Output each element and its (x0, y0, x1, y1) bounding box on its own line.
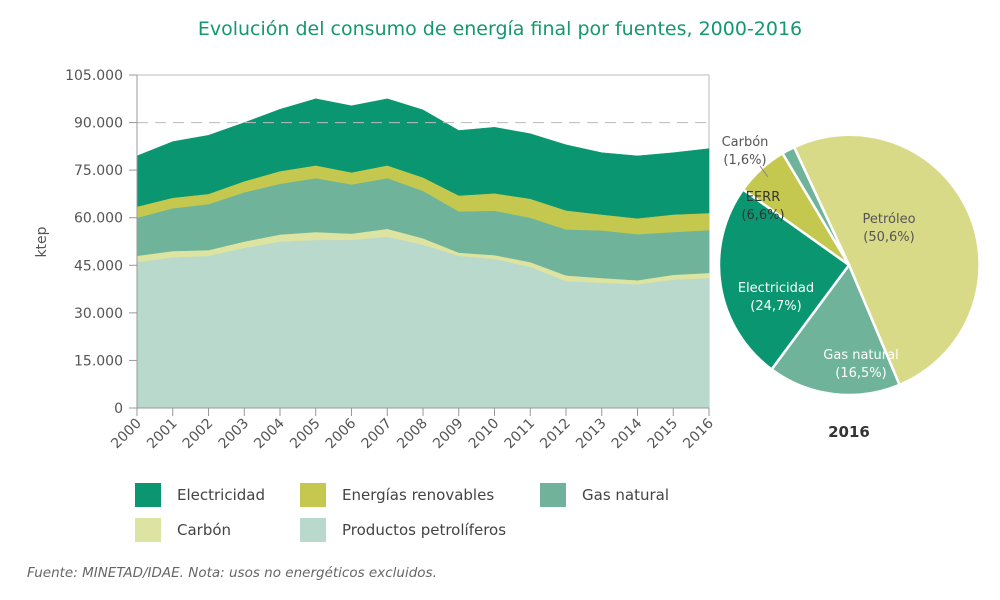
legend-swatch (135, 483, 161, 507)
pie-label: Carbón (722, 135, 769, 150)
pie-value-label: (16,5%) (835, 366, 886, 381)
legend-label: Carbón (177, 521, 232, 539)
pie-label: Electricidad (738, 281, 814, 296)
y-tick-label: 75.000 (74, 163, 123, 179)
pie-value-label: (6,6%) (741, 208, 784, 223)
x-tick-label: 2016 (680, 415, 717, 452)
legend-item: Productos petrolíferos (300, 517, 506, 543)
pie-value-label: (1,6%) (723, 153, 766, 168)
pie-slice-electricidad (717, 187, 851, 372)
x-tick-label: 2006 (323, 415, 360, 452)
pie-label: Gas natural (823, 348, 898, 363)
x-tick-label: 2014 (609, 415, 646, 452)
legend-item: Gas natural (540, 482, 669, 508)
legend-label: Productos petrolíferos (342, 521, 507, 539)
pie-label: EERR (746, 190, 781, 205)
x-tick-label: 2002 (180, 416, 217, 453)
x-tick-label: 2005 (287, 416, 324, 453)
pie-slice-gas-natural (769, 262, 902, 397)
legend-label: Gas natural (582, 486, 670, 504)
x-tick-label: 2012 (537, 416, 574, 453)
pie-slice-carb-n (780, 145, 851, 266)
x-tick-label: 2011 (502, 416, 539, 453)
y-tick-label: 15.000 (74, 353, 123, 369)
y-tick-label: 0 (114, 401, 123, 417)
pie-value-label: (24,7%) (750, 299, 801, 314)
x-tick-label: 2015 (645, 416, 682, 453)
x-tick-label: 2010 (466, 416, 503, 453)
y-tick-label: 45.000 (74, 258, 123, 274)
x-tick-label: 2001 (144, 416, 181, 453)
area-chart: 0 15.000 30.000 45.000 60.000 75.000 90.000 105… (34, 68, 717, 452)
legend-swatch (135, 518, 161, 542)
y-tick-label: 105.000 (65, 68, 123, 84)
y-axis-label: ktep (34, 226, 50, 257)
legend-item: Electricidad (135, 482, 265, 508)
area-series-electricidad (136, 98, 710, 219)
pie-leader-line (759, 165, 769, 178)
x-tick-label: 2008 (394, 416, 431, 453)
legend-swatch (300, 518, 326, 542)
x-tick-label: 2013 (573, 416, 610, 453)
x-tick-label: 2007 (359, 416, 396, 453)
legend-item: Energías renovables (300, 482, 494, 508)
pie-value-label: (50,6%) (863, 230, 914, 245)
y-tick-label: 60.000 (74, 211, 123, 227)
x-tick-label: 2003 (216, 416, 253, 453)
y-tick-label: 90.000 (74, 116, 123, 132)
legend-label: Electricidad (177, 486, 265, 504)
legend-item: Carbón (135, 517, 231, 543)
x-tick-label: 2004 (251, 415, 288, 452)
chart-title: Evolución del consumo de energía final p… (197, 18, 803, 40)
x-tick-label: 2009 (430, 416, 467, 453)
legend-swatch (540, 483, 566, 507)
pie-label: Petróleo (862, 212, 915, 227)
pie-chart: Petróleo (50,6%) Gas natural (16,5%) Electri… (717, 133, 981, 441)
legend-label: Energías renovables (342, 486, 495, 504)
x-tick-label: 2000 (108, 416, 145, 453)
pie-title: 2016 (828, 423, 870, 441)
pie-slice-petr-leo (792, 133, 981, 387)
source-note: Fuente: MINETAD/IDAE. Nota: usos no ener… (27, 565, 437, 581)
legend-swatch (300, 483, 326, 507)
y-tick-label: 30.000 (74, 306, 123, 322)
